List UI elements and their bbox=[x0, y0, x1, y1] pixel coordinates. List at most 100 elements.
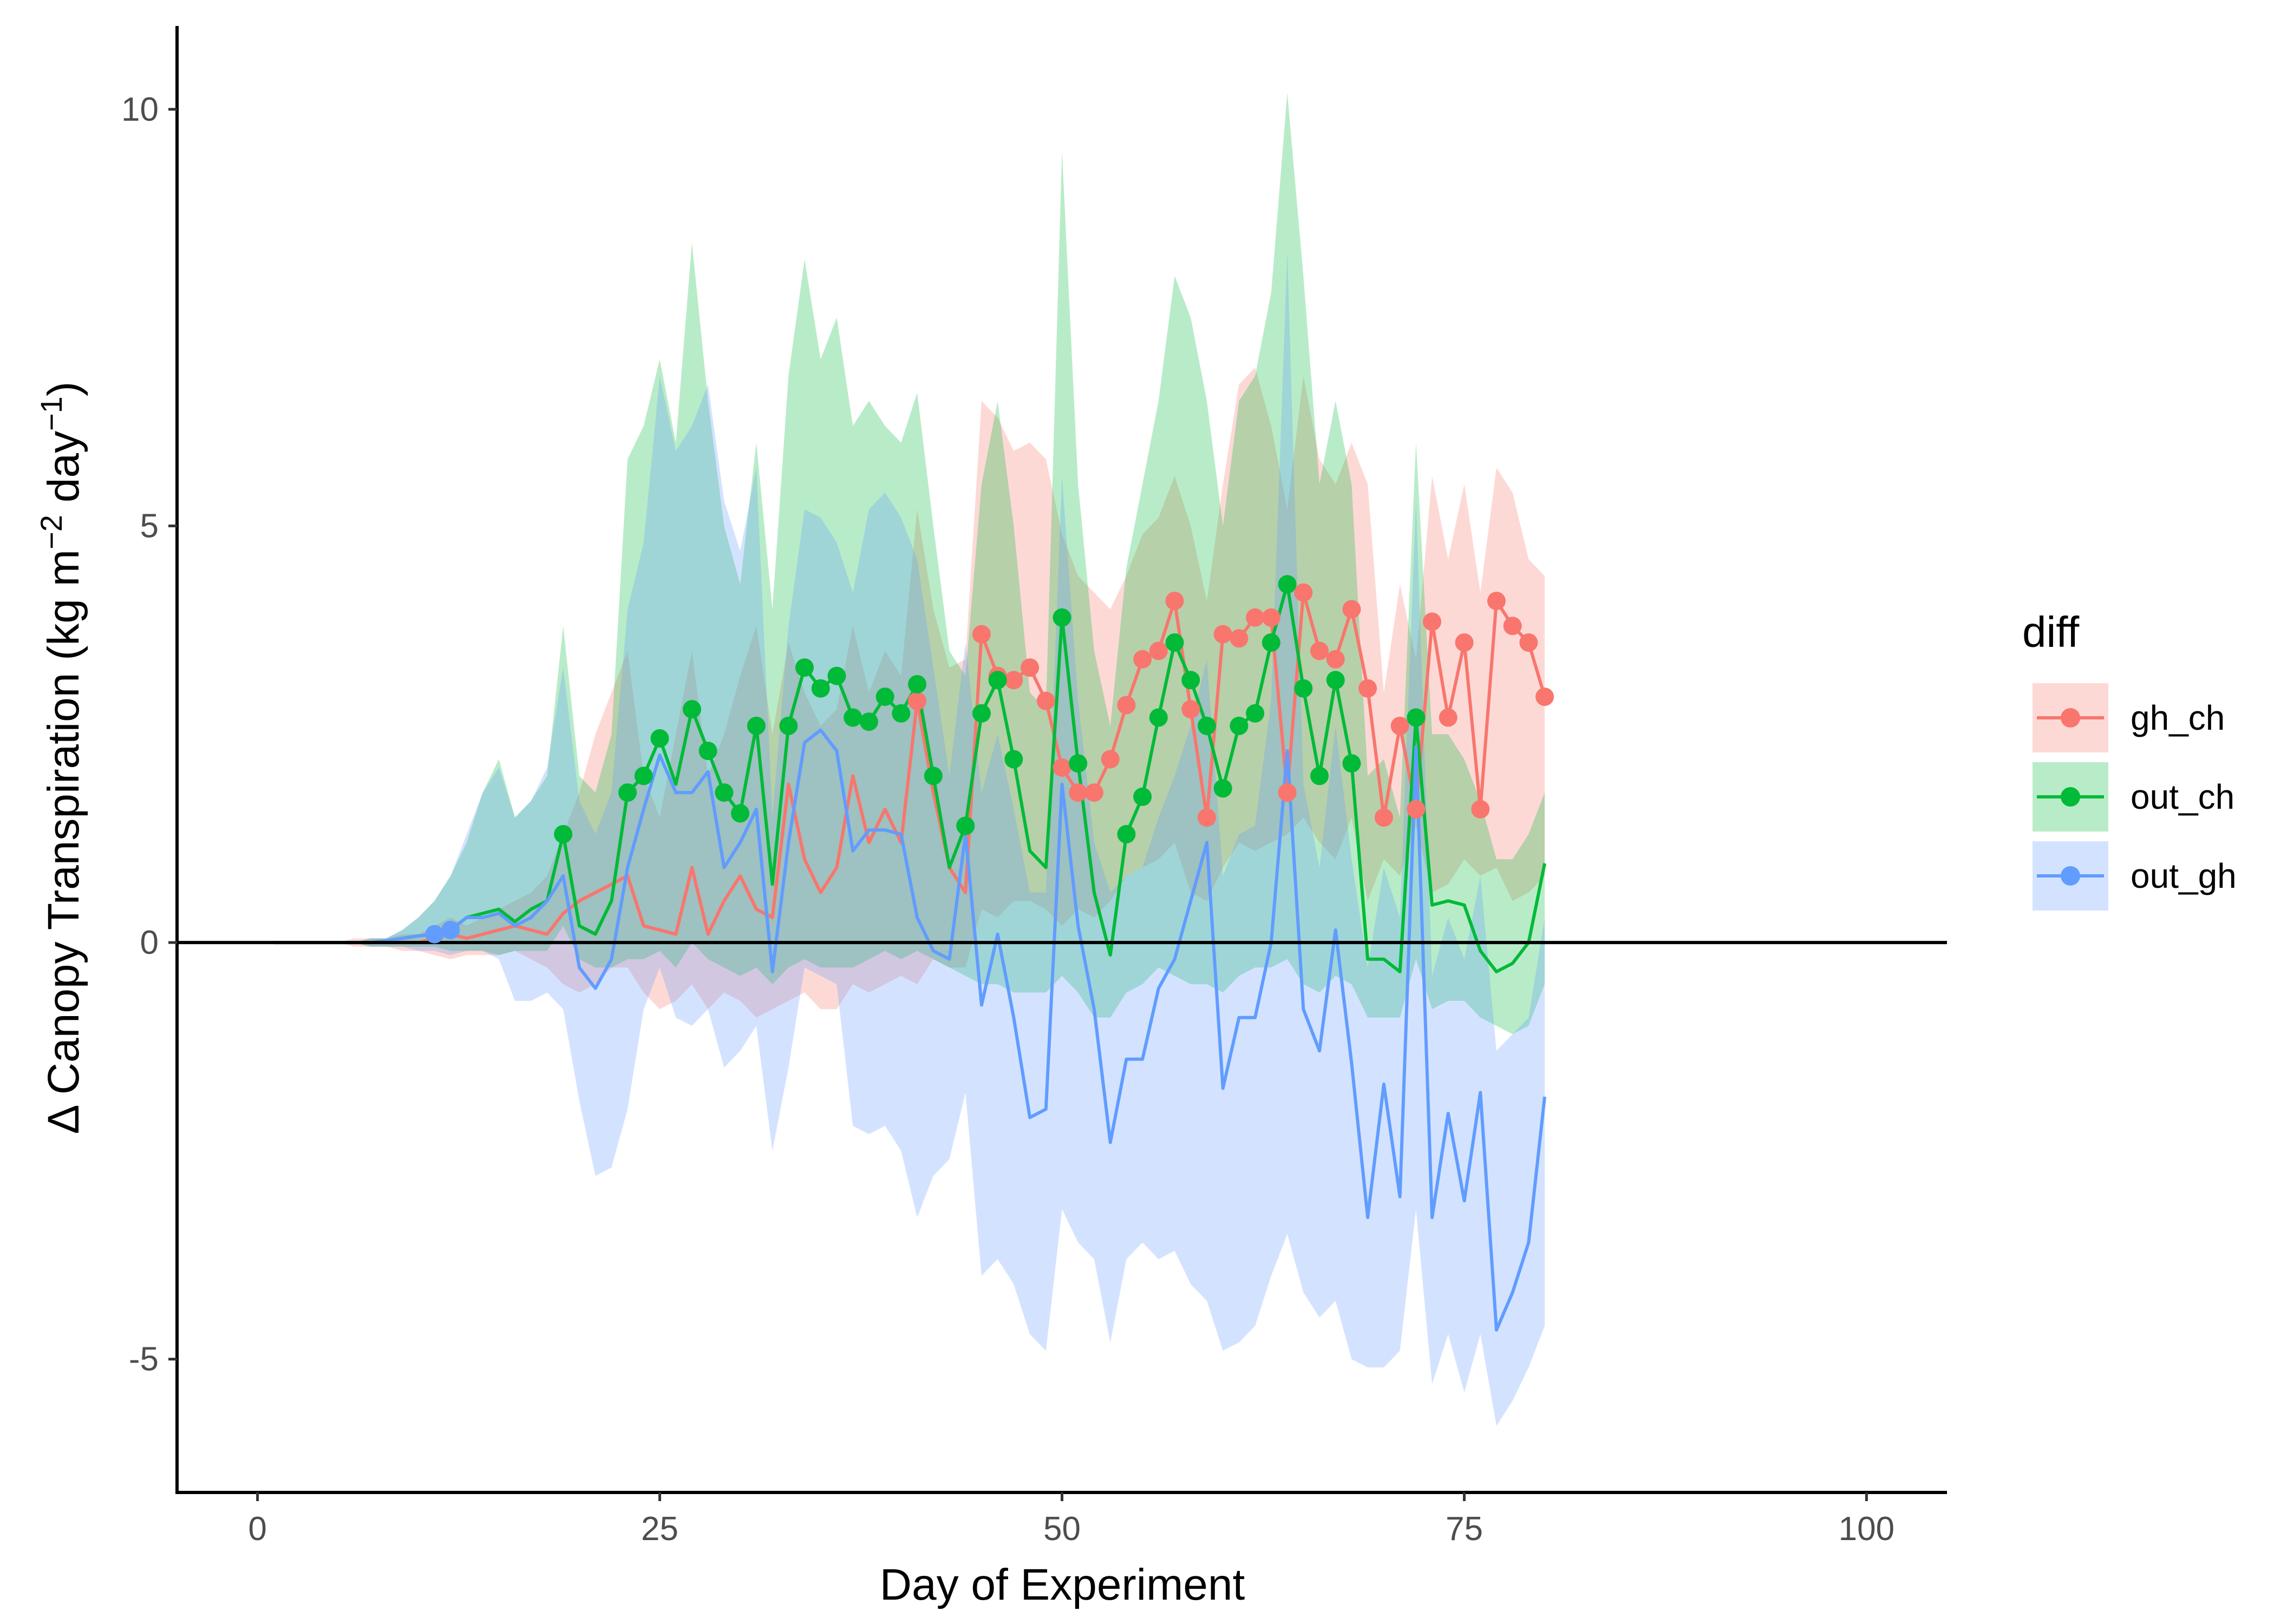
legend-key-point bbox=[2061, 787, 2080, 807]
out-ch-point bbox=[795, 658, 814, 677]
out-ch-point bbox=[1262, 633, 1280, 652]
y-axis-title-mid: day bbox=[39, 431, 88, 515]
legend-label-out-ch: out_ch bbox=[2131, 777, 2234, 816]
gh-ch-point bbox=[1230, 629, 1249, 648]
out-ch-point bbox=[1278, 575, 1297, 594]
gh-ch-point bbox=[1036, 691, 1055, 710]
gh-ch-point bbox=[1374, 808, 1393, 827]
out-ch-point bbox=[892, 704, 911, 723]
gh-ch-point bbox=[1503, 617, 1522, 636]
gh-ch-point bbox=[972, 625, 991, 644]
gh-ch-point bbox=[1181, 700, 1200, 719]
gh-ch-point bbox=[1053, 758, 1071, 777]
gh-ch-point bbox=[1021, 658, 1040, 677]
out-ch-point bbox=[747, 716, 766, 735]
gh-ch-point bbox=[1294, 583, 1313, 602]
gh-ch-point bbox=[1455, 633, 1474, 652]
out-ch-point bbox=[1181, 671, 1200, 690]
gh-ch-point bbox=[1487, 592, 1506, 611]
gh-ch-point bbox=[1213, 625, 1232, 644]
x-tick-label: 75 bbox=[1446, 1510, 1483, 1548]
gh-ch-point bbox=[1149, 641, 1168, 660]
y-tick-label: -5 bbox=[129, 1341, 159, 1378]
series-markers bbox=[425, 575, 1554, 944]
out-ch-point bbox=[650, 729, 669, 748]
out-ch-point bbox=[1342, 754, 1361, 773]
out-ch-point bbox=[618, 783, 637, 802]
out-ch-point bbox=[634, 767, 653, 785]
out-ch-point bbox=[698, 742, 717, 761]
x-tick-label: 0 bbox=[248, 1510, 266, 1548]
out-ch-point bbox=[827, 666, 846, 685]
gh-ch-point bbox=[1262, 608, 1280, 627]
out-gh-line bbox=[273, 728, 1546, 1332]
gh-ch-point bbox=[1310, 641, 1329, 660]
gh-ch-point bbox=[1117, 696, 1136, 715]
out-ch-point bbox=[1198, 716, 1216, 735]
y-tick-label: 5 bbox=[140, 508, 159, 545]
out-ch-point bbox=[1133, 787, 1152, 806]
x-axis-ticks: 0 25 50 75 100 bbox=[248, 1492, 1894, 1548]
y-axis-title: Δ Canopy Transpiration (kg m−2 day−1) bbox=[34, 382, 89, 1134]
x-tick-label: 100 bbox=[1839, 1510, 1894, 1548]
gh-ch-point bbox=[1535, 687, 1554, 706]
gh-ch-point bbox=[1407, 800, 1426, 818]
out-ch-point bbox=[779, 716, 798, 735]
out-ch-point bbox=[715, 783, 734, 802]
out-ch-point bbox=[683, 700, 701, 719]
out-ch-point bbox=[1053, 608, 1071, 627]
gh-ch-point bbox=[908, 691, 926, 710]
x-tick-label: 25 bbox=[641, 1510, 678, 1548]
out-ch-point bbox=[1004, 750, 1023, 769]
gh-ch-point bbox=[1278, 783, 1297, 802]
out-ch-point bbox=[1213, 779, 1232, 798]
y-axis-ticks: -5 0 5 10 bbox=[121, 91, 177, 1378]
out-ch-point bbox=[859, 712, 878, 731]
gh-ch-point bbox=[1358, 679, 1377, 698]
out-ch-point bbox=[844, 708, 862, 727]
out-ch-point bbox=[811, 679, 830, 698]
legend-label-out-gh: out_gh bbox=[2131, 856, 2237, 895]
gh-ch-point bbox=[1069, 783, 1088, 802]
y-tick-label: 10 bbox=[121, 91, 159, 128]
gh-ch-point bbox=[1246, 608, 1265, 627]
gh-ch-point bbox=[1101, 750, 1120, 769]
out-ch-point bbox=[972, 704, 991, 723]
y-tick-label: 0 bbox=[140, 924, 159, 961]
out-ch-band bbox=[273, 93, 1545, 1034]
gh-ch-point bbox=[1326, 650, 1345, 669]
out-ch-point bbox=[731, 804, 750, 823]
legend-title: diff bbox=[2022, 608, 2080, 656]
confidence-bands bbox=[273, 93, 1545, 1426]
legend-key-point bbox=[2061, 866, 2080, 886]
out-gh-point bbox=[425, 925, 444, 944]
legend-label-gh-ch: gh_ch bbox=[2131, 698, 2225, 737]
out-ch-point bbox=[924, 767, 943, 785]
axes: 0 25 50 75 100 -5 0 5 10 bbox=[121, 26, 1947, 1548]
out-ch-point bbox=[956, 816, 975, 835]
gh-ch-point bbox=[1198, 808, 1216, 827]
gh-ch-point bbox=[1471, 800, 1490, 818]
out-ch-point bbox=[1294, 679, 1313, 698]
y-axis-title-main: Δ Canopy Transpiration (kg m bbox=[39, 549, 88, 1134]
out-ch-point bbox=[1069, 754, 1088, 773]
gh-ch-point bbox=[1439, 708, 1458, 727]
gh-ch-point bbox=[1519, 633, 1538, 652]
out-ch-point bbox=[875, 687, 894, 706]
out-ch-point bbox=[1326, 671, 1345, 690]
out-ch-point bbox=[1149, 708, 1168, 727]
y-axis-title-sup2: −1 bbox=[34, 396, 68, 431]
gh-ch-point bbox=[1342, 600, 1361, 619]
out-ch-point bbox=[1165, 633, 1184, 652]
out-ch-point bbox=[908, 675, 926, 693]
gh-ch-point bbox=[1165, 592, 1184, 611]
out-ch-point bbox=[988, 671, 1007, 690]
x-tick-label: 50 bbox=[1043, 1510, 1081, 1548]
gh-ch-point bbox=[1004, 671, 1023, 690]
gh-ch-point bbox=[1084, 783, 1103, 802]
gh-ch-point bbox=[1390, 716, 1409, 735]
out-ch-point bbox=[1407, 708, 1426, 727]
legend: diff gh_ch out_ch out_gh bbox=[2022, 608, 2237, 911]
gh-ch-point bbox=[1133, 650, 1152, 669]
